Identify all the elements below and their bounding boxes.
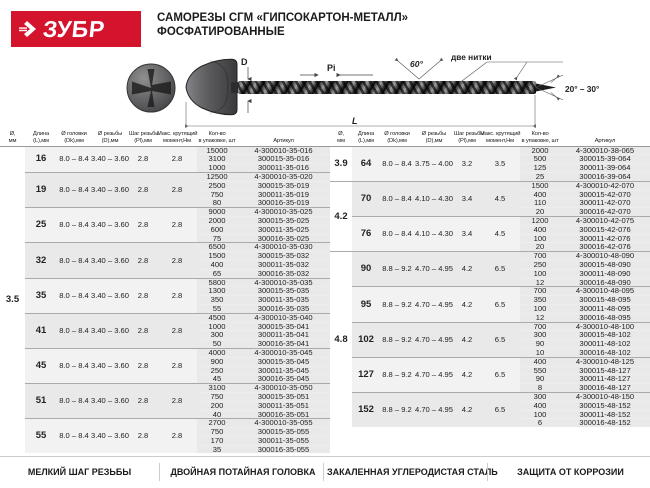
svg-text:Pi: Pi — [327, 63, 336, 73]
svg-text:20° – 30°: 20° – 30° — [565, 84, 599, 94]
svg-text:60°: 60° — [410, 59, 423, 69]
svg-text:L: L — [352, 116, 358, 126]
svg-text:две нитки: две нитки — [451, 55, 492, 62]
svg-text:D: D — [241, 57, 248, 67]
